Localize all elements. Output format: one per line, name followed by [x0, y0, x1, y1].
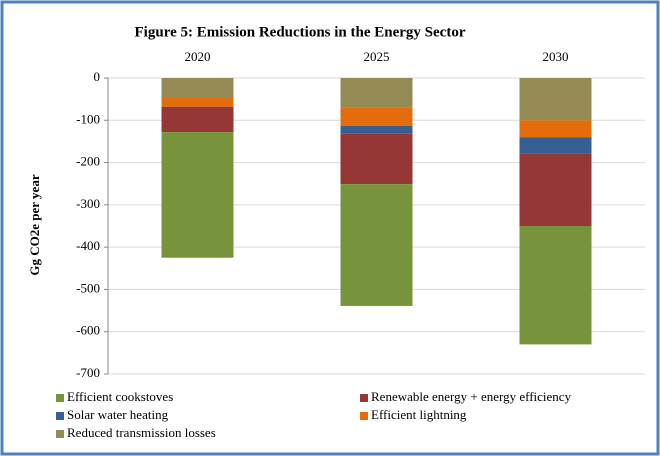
- bar-segment: [519, 78, 592, 121]
- bar-segment: [340, 133, 413, 185]
- y-tick-label: -100: [76, 111, 100, 126]
- bar-segment: [340, 125, 413, 134]
- bar-segment: [519, 226, 592, 345]
- bar-segment: [161, 97, 234, 107]
- legend-swatch: [56, 430, 64, 438]
- legend-swatch: [360, 412, 368, 420]
- bar-segment: [340, 78, 413, 108]
- bar-segment: [519, 153, 592, 226]
- bar-segment: [161, 132, 234, 258]
- y-tick-label: -200: [76, 154, 100, 169]
- y-tick-label: 0: [94, 69, 101, 84]
- legend-swatch: [360, 394, 368, 402]
- bar-segment: [161, 78, 234, 98]
- y-tick-label: -700: [76, 365, 100, 380]
- legend-label: Efficient lightning: [371, 407, 467, 422]
- y-tick-label: -500: [76, 280, 100, 295]
- legend-label: Efficient cookstoves: [67, 389, 173, 404]
- x-tick-label: 2030: [543, 49, 569, 64]
- chart-title: Figure 5: Emission Reductions in the Ene…: [135, 24, 466, 40]
- legend-label: Renewable energy + energy efficiency: [371, 389, 572, 404]
- bar-segment: [340, 107, 413, 126]
- x-tick-label: 2020: [185, 49, 211, 64]
- bar-segment: [340, 184, 413, 306]
- legend-label: Solar water heating: [67, 407, 169, 422]
- legend-label: Reduced transmission losses: [67, 425, 216, 440]
- y-tick-label: -400: [76, 238, 100, 253]
- bar-segment: [161, 106, 234, 133]
- y-tick-label: -600: [76, 323, 100, 338]
- legend-swatch: [56, 394, 64, 402]
- legend-swatch: [56, 412, 64, 420]
- x-tick-label: 2025: [364, 49, 390, 64]
- bar-segment: [519, 137, 592, 154]
- y-tick-label: -300: [76, 196, 100, 211]
- y-axis-label: Gg CO2e per year: [27, 174, 42, 275]
- bar-segment: [519, 120, 592, 138]
